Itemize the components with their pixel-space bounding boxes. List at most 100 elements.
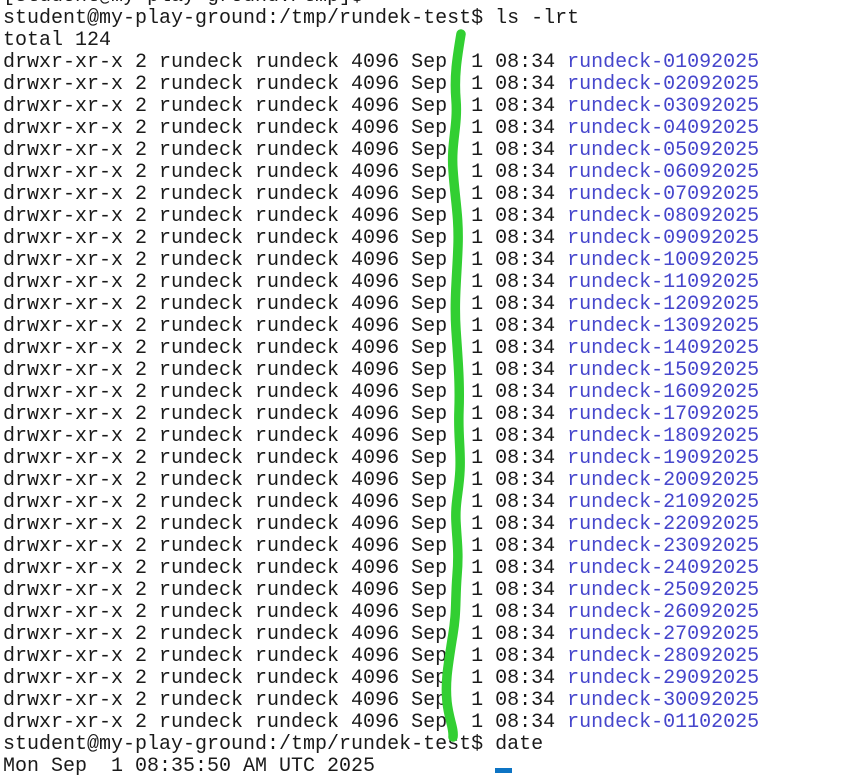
directory-name: rundeck-10092025 (567, 249, 760, 272)
date-output: Mon Sep 1 08:35:50 AM UTC 2025 (3, 755, 376, 775)
directory-name: rundeck-19092025 (567, 447, 760, 470)
total-line: total 124 (3, 29, 112, 52)
listing-row: drwxr-xr-x 2 rundeck rundeck 4096 Sep 1 … (3, 228, 759, 250)
listing-attributes: drwxr-xr-x 2 rundeck rundeck 4096 Sep 1 … (3, 249, 568, 272)
listing-attributes: drwxr-xr-x 2 rundeck rundeck 4096 Sep 1 … (3, 381, 568, 404)
listing-attributes: drwxr-xr-x 2 rundeck rundeck 4096 Sep 1 … (3, 535, 568, 558)
listing-attributes: drwxr-xr-x 2 rundeck rundeck 4096 Sep 1 … (3, 513, 568, 536)
listing-row: drwxr-xr-x 2 rundeck rundeck 4096 Sep 1 … (3, 514, 759, 536)
listing-row: drwxr-xr-x 2 rundeck rundeck 4096 Sep 1 … (3, 646, 759, 668)
listing-attributes: drwxr-xr-x 2 rundeck rundeck 4096 Sep 1 … (3, 425, 568, 448)
listing-row: drwxr-xr-x 2 rundeck rundeck 4096 Sep 1 … (3, 580, 759, 602)
listing-attributes: drwxr-xr-x 2 rundeck rundeck 4096 Sep 1 … (3, 623, 568, 646)
listing-attributes: drwxr-xr-x 2 rundeck rundeck 4096 Sep 1 … (3, 447, 568, 470)
directory-name: rundeck-27092025 (567, 623, 760, 646)
directory-name: rundeck-09092025 (567, 227, 760, 250)
clipped-previous-line: [student@my-play-ground:/tmp]$ (3, 0, 759, 8)
directory-name: rundeck-18092025 (567, 425, 760, 448)
prompt-ls-command: student@my-play-ground:/tmp/rundek-test$… (3, 7, 580, 30)
listing-row: drwxr-xr-x 2 rundeck rundeck 4096 Sep 1 … (3, 712, 759, 734)
listing-attributes: drwxr-xr-x 2 rundeck rundeck 4096 Sep 1 … (3, 139, 568, 162)
directory-name: rundeck-25092025 (567, 579, 760, 602)
listing-row: drwxr-xr-x 2 rundeck rundeck 4096 Sep 1 … (3, 294, 759, 316)
directory-name: rundeck-12092025 (567, 293, 760, 316)
listing-row: drwxr-xr-x 2 rundeck rundeck 4096 Sep 1 … (3, 74, 759, 96)
directory-name: rundeck-21092025 (567, 491, 760, 514)
listing-row: drwxr-xr-x 2 rundeck rundeck 4096 Sep 1 … (3, 184, 759, 206)
directory-name: rundeck-01102025 (567, 711, 760, 734)
listing-attributes: drwxr-xr-x 2 rundeck rundeck 4096 Sep 1 … (3, 293, 568, 316)
listing-attributes: drwxr-xr-x 2 rundeck rundeck 4096 Sep 1 … (3, 557, 568, 580)
listing-attributes: drwxr-xr-x 2 rundeck rundeck 4096 Sep 1 … (3, 601, 568, 624)
listing-row: drwxr-xr-x 2 rundeck rundeck 4096 Sep 1 … (3, 668, 759, 690)
listing-attributes: drwxr-xr-x 2 rundeck rundeck 4096 Sep 1 … (3, 689, 568, 712)
listing-row: drwxr-xr-x 2 rundeck rundeck 4096 Sep 1 … (3, 316, 759, 338)
directory-name: rundeck-02092025 (567, 73, 760, 96)
listing-row: drwxr-xr-x 2 rundeck rundeck 4096 Sep 1 … (3, 250, 759, 272)
listing-attributes: drwxr-xr-x 2 rundeck rundeck 4096 Sep 1 … (3, 645, 568, 668)
listing-row: drwxr-xr-x 2 rundeck rundeck 4096 Sep 1 … (3, 448, 759, 470)
listing-attributes: drwxr-xr-x 2 rundeck rundeck 4096 Sep 1 … (3, 491, 568, 514)
listing-row: drwxr-xr-x 2 rundeck rundeck 4096 Sep 1 … (3, 52, 759, 74)
listing-attributes: drwxr-xr-x 2 rundeck rundeck 4096 Sep 1 … (3, 183, 568, 206)
directory-name: rundeck-30092025 (567, 689, 760, 712)
prompt-date-command: student@my-play-ground:/tmp/rundek-test$… (3, 733, 544, 756)
listing-attributes: drwxr-xr-x 2 rundeck rundeck 4096 Sep 1 … (3, 315, 568, 338)
listing-row: drwxr-xr-x 2 rundeck rundeck 4096 Sep 1 … (3, 382, 759, 404)
terminal-cursor (495, 768, 512, 773)
directory-name: rundeck-26092025 (567, 601, 760, 624)
directory-name: rundeck-29092025 (567, 667, 760, 690)
directory-name: rundeck-13092025 (567, 315, 760, 338)
directory-name: rundeck-14092025 (567, 337, 760, 360)
directory-name: rundeck-17092025 (567, 403, 760, 426)
directory-name: rundeck-08092025 (567, 205, 760, 228)
listing-row: drwxr-xr-x 2 rundeck rundeck 4096 Sep 1 … (3, 404, 759, 426)
directory-name: rundeck-04092025 (567, 117, 760, 140)
directory-name: rundeck-03092025 (567, 95, 760, 118)
listing-row: drwxr-xr-x 2 rundeck rundeck 4096 Sep 1 … (3, 470, 759, 492)
listing-row: drwxr-xr-x 2 rundeck rundeck 4096 Sep 1 … (3, 624, 759, 646)
listing-attributes: drwxr-xr-x 2 rundeck rundeck 4096 Sep 1 … (3, 161, 568, 184)
listing-row: drwxr-xr-x 2 rundeck rundeck 4096 Sep 1 … (3, 558, 759, 580)
listing-attributes: drwxr-xr-x 2 rundeck rundeck 4096 Sep 1 … (3, 73, 568, 96)
directory-name: rundeck-24092025 (567, 557, 760, 580)
directory-name: rundeck-07092025 (567, 183, 760, 206)
listing-row: drwxr-xr-x 2 rundeck rundeck 4096 Sep 1 … (3, 162, 759, 184)
directory-name: rundeck-01092025 (567, 51, 760, 74)
directory-name: rundeck-05092025 (567, 139, 760, 162)
listing-attributes: drwxr-xr-x 2 rundeck rundeck 4096 Sep 1 … (3, 579, 568, 602)
listing-row: drwxr-xr-x 2 rundeck rundeck 4096 Sep 1 … (3, 536, 759, 558)
listing-attributes: drwxr-xr-x 2 rundeck rundeck 4096 Sep 1 … (3, 337, 568, 360)
listing-row: drwxr-xr-x 2 rundeck rundeck 4096 Sep 1 … (3, 338, 759, 360)
listing-attributes: drwxr-xr-x 2 rundeck rundeck 4096 Sep 1 … (3, 205, 568, 228)
listing-attributes: drwxr-xr-x 2 rundeck rundeck 4096 Sep 1 … (3, 403, 568, 426)
listing-row: drwxr-xr-x 2 rundeck rundeck 4096 Sep 1 … (3, 140, 759, 162)
directory-name: rundeck-28092025 (567, 645, 760, 668)
listing-attributes: drwxr-xr-x 2 rundeck rundeck 4096 Sep 1 … (3, 711, 568, 734)
listing-attributes: drwxr-xr-x 2 rundeck rundeck 4096 Sep 1 … (3, 359, 568, 382)
listing-attributes: drwxr-xr-x 2 rundeck rundeck 4096 Sep 1 … (3, 117, 568, 140)
listing-attributes: drwxr-xr-x 2 rundeck rundeck 4096 Sep 1 … (3, 469, 568, 492)
directory-name: rundeck-22092025 (567, 513, 760, 536)
directory-name: rundeck-20092025 (567, 469, 760, 492)
listing-row: drwxr-xr-x 2 rundeck rundeck 4096 Sep 1 … (3, 602, 759, 624)
listing-row: drwxr-xr-x 2 rundeck rundeck 4096 Sep 1 … (3, 492, 759, 514)
listing-attributes: drwxr-xr-x 2 rundeck rundeck 4096 Sep 1 … (3, 95, 568, 118)
listing-row: drwxr-xr-x 2 rundeck rundeck 4096 Sep 1 … (3, 360, 759, 382)
listing-attributes: drwxr-xr-x 2 rundeck rundeck 4096 Sep 1 … (3, 271, 568, 294)
listing-attributes: drwxr-xr-x 2 rundeck rundeck 4096 Sep 1 … (3, 51, 568, 74)
terminal-output: [student@my-play-ground:/tmp]$student@my… (3, 0, 759, 775)
listing-row: drwxr-xr-x 2 rundeck rundeck 4096 Sep 1 … (3, 690, 759, 712)
listing-row: drwxr-xr-x 2 rundeck rundeck 4096 Sep 1 … (3, 426, 759, 448)
directory-name: rundeck-15092025 (567, 359, 760, 382)
listing-row: drwxr-xr-x 2 rundeck rundeck 4096 Sep 1 … (3, 272, 759, 294)
directory-name: rundeck-11092025 (567, 271, 760, 294)
listing-row: drwxr-xr-x 2 rundeck rundeck 4096 Sep 1 … (3, 118, 759, 140)
listing-row: drwxr-xr-x 2 rundeck rundeck 4096 Sep 1 … (3, 206, 759, 228)
directory-name: rundeck-23092025 (567, 535, 760, 558)
listing-attributes: drwxr-xr-x 2 rundeck rundeck 4096 Sep 1 … (3, 227, 568, 250)
listing-row: drwxr-xr-x 2 rundeck rundeck 4096 Sep 1 … (3, 96, 759, 118)
listing-attributes: drwxr-xr-x 2 rundeck rundeck 4096 Sep 1 … (3, 667, 568, 690)
directory-name: rundeck-16092025 (567, 381, 760, 404)
